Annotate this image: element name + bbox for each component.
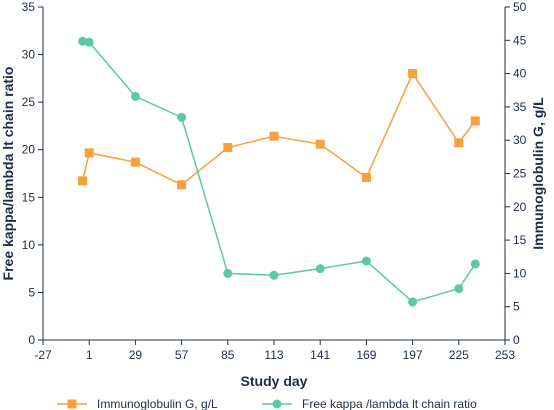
x-tick-label: 169 [356, 348, 376, 362]
data-point-circle [78, 36, 88, 46]
y-left-tick-label: 30 [22, 48, 36, 62]
y-axis-right-title: Immunoglobulin G, g/L [530, 97, 546, 250]
y-left-tick-label: 35 [22, 0, 36, 14]
x-tick-label: 197 [403, 348, 423, 362]
data-point-square [408, 69, 418, 79]
y-right-tick-label: 25 [513, 167, 527, 181]
data-point-square [269, 131, 279, 141]
y-right-tick-label: 0 [513, 333, 520, 347]
y-left-tick-label: 25 [22, 95, 36, 109]
legend-label: Immunoglobulin G, g/L [97, 397, 218, 410]
y-right-tick-label: 10 [513, 266, 527, 280]
y-right-tick-label: 35 [513, 100, 527, 114]
legend-label: Free kappa /lambda lt chain ratio [302, 397, 477, 410]
data-point-circle [470, 259, 480, 269]
y-right-tick-label: 30 [513, 133, 527, 147]
y-left-tick-label: 5 [28, 285, 35, 299]
series-flc-ratio [78, 36, 480, 307]
y-right-tick-label: 15 [513, 233, 527, 247]
data-point-square [78, 176, 88, 186]
data-point-square [470, 116, 480, 126]
series-igg [78, 69, 480, 190]
x-tick-label: 1 [86, 348, 93, 362]
x-tick-label: 253 [495, 348, 515, 362]
legend: Immunoglobulin G, g/L Free kappa /lambda … [57, 397, 477, 410]
data-point-square [130, 157, 140, 167]
legend-swatch-square [67, 399, 77, 409]
x-tick-label: 141 [310, 348, 330, 362]
x-axis-title: Study day [241, 373, 308, 389]
data-point-square [315, 139, 325, 149]
data-point-circle [408, 297, 418, 307]
x-tick-label: 57 [175, 348, 189, 362]
x-tick-label: 225 [449, 348, 469, 362]
data-point-square [223, 143, 233, 153]
data-point-circle [269, 270, 279, 280]
data-point-circle [223, 268, 233, 278]
y-left-tick-label: 15 [22, 190, 36, 204]
x-tick-label: 85 [221, 348, 235, 362]
y-right-tick-label: 50 [513, 0, 527, 14]
data-point-circle [454, 284, 464, 294]
y-left-tick-label: 20 [22, 143, 36, 157]
y-axis-left-title: Free kappa/lambda lt chain ratio [0, 67, 16, 281]
data-point-square [177, 180, 187, 190]
y-right-tick-label: 5 [513, 300, 520, 314]
y-left-tick-label: 0 [28, 333, 35, 347]
series-line [81, 72, 476, 186]
y-right-tick-label: 40 [513, 67, 527, 81]
legend-swatch-circle [272, 399, 282, 409]
data-point-circle [361, 256, 371, 266]
series-layer [78, 36, 480, 307]
legend-item: Immunoglobulin G, g/L [57, 397, 218, 410]
data-point-square [84, 148, 94, 158]
x-tick-label: 113 [264, 348, 283, 362]
data-point-square [361, 172, 371, 182]
x-tick-label: -27 [34, 348, 52, 362]
legend-item: Free kappa /lambda lt chain ratio [262, 397, 477, 410]
data-point-circle [177, 112, 187, 122]
y-right-tick-label: 20 [513, 200, 527, 214]
axes [38, 6, 510, 345]
y-left-tick-label: 10 [22, 238, 36, 252]
data-point-square [454, 138, 464, 148]
y-right-tick-label: 45 [513, 33, 527, 47]
x-tick-label: 29 [129, 348, 143, 362]
data-point-circle [84, 37, 94, 47]
tick-labels: 0 5 10 15 20 25 30 35 0 5 10 15 20 25 30 35 40 45 50 -27 1 29… [22, 0, 527, 362]
data-point-circle [315, 264, 325, 274]
data-point-circle [130, 91, 140, 101]
